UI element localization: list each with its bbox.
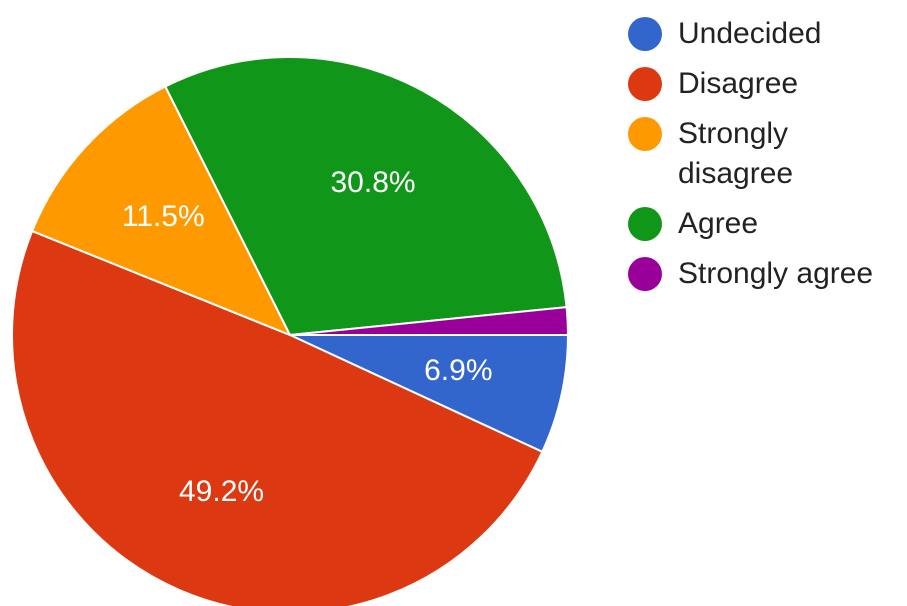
legend-swatch-agree: [628, 207, 662, 241]
pie-slice-disagree[interactable]: [11, 229, 544, 606]
legend-item-agree[interactable]: Agree: [628, 204, 907, 244]
pie-slice-strongly-disagree[interactable]: [30, 85, 293, 337]
pie-chart: 6.9% 49.2% 11.5% 30.8%: [11, 56, 570, 606]
pie-slice-agree[interactable]: [164, 56, 568, 337]
legend-label-disagree: Disagree: [678, 67, 799, 100]
legend-label-strongly-agree: Strongly agree: [678, 257, 874, 290]
legend-item-undecided[interactable]: Undecided: [628, 14, 907, 54]
legend-item-strongly-agree[interactable]: Strongly agree: [628, 254, 907, 294]
legend-swatch-strongly-disagree: [628, 117, 662, 151]
legend-swatch-undecided: [628, 17, 662, 51]
pie-slice-strongly-agree[interactable]: [289, 306, 570, 336]
slice-label-undecided: 6.9%: [424, 354, 492, 387]
legend-swatch-disagree: [628, 67, 662, 101]
slice-label-strongly-disagree: 11.5%: [122, 200, 205, 233]
legend-swatch-strongly-agree: [628, 257, 662, 291]
pie-slice-undecided[interactable]: [289, 334, 570, 454]
legend-item-strongly-disagree[interactable]: Strongly disagree: [628, 114, 907, 194]
legend-label-agree: Agree: [678, 207, 759, 240]
slice-label-agree: 30.8%: [330, 166, 415, 199]
legend-label-strongly-disagree: Strongly disagree: [678, 117, 794, 190]
legend-item-disagree[interactable]: Disagree: [628, 64, 907, 104]
legend-label-undecided: Undecided: [678, 17, 822, 50]
legend: Undecided Disagree Strongly disagree Agr…: [628, 14, 907, 304]
slice-label-disagree: 49.2%: [179, 475, 264, 508]
